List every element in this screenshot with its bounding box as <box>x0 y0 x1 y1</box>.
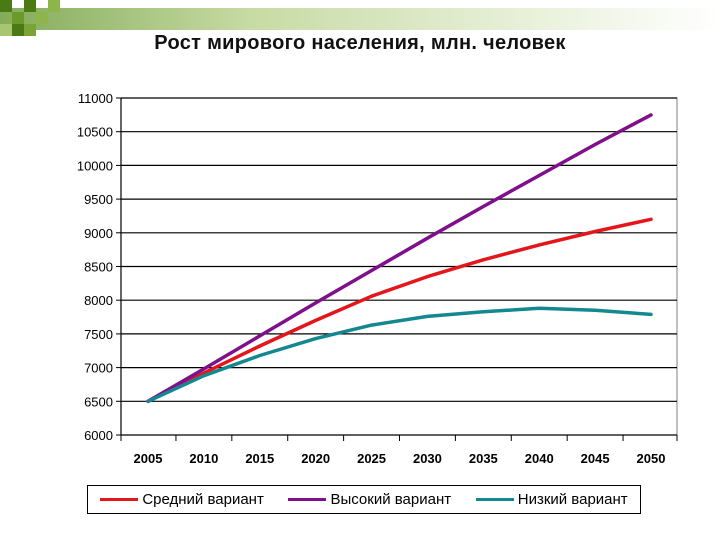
y-tick-label-7500: 7500 <box>84 327 113 342</box>
legend-swatch-medium <box>100 498 139 501</box>
legend-swatch-low <box>475 498 514 501</box>
x-tick-label-2035: 2035 <box>469 451 498 466</box>
x-tick-label-2005: 2005 <box>134 451 163 466</box>
y-tick-label-6500: 6500 <box>84 394 113 409</box>
header-decoration <box>0 0 720 36</box>
chart-title: Рост мирового населения, млн. человек <box>154 32 566 54</box>
x-tick-label-2025: 2025 <box>357 451 386 466</box>
x-tick-label-2040: 2040 <box>525 451 554 466</box>
legend-label-high: Высокий вариант <box>330 491 452 508</box>
x-tick-label-2015: 2015 <box>245 451 274 466</box>
y-tick-label-9000: 9000 <box>84 226 113 241</box>
series-line-0 <box>146 217 653 404</box>
y-tick-label-8000: 8000 <box>84 293 113 308</box>
y-tick-label-8500: 8500 <box>84 260 113 275</box>
series-line-2 <box>146 306 653 404</box>
legend: Средний вариант Высокий вариант Низкий в… <box>87 485 641 514</box>
y-tick-label-7000: 7000 <box>84 361 113 376</box>
y-tick-label-6000: 6000 <box>84 428 113 443</box>
x-tick-label-2020: 2020 <box>301 451 330 466</box>
series-line-1 <box>146 113 653 404</box>
x-tick-label-2045: 2045 <box>581 451 610 466</box>
legend-item-high: Высокий вариант <box>288 491 451 508</box>
legend-swatch-high <box>288 498 327 501</box>
legend-item-medium: Средний вариант <box>100 491 264 508</box>
legend-item-low: Низкий вариант <box>475 491 628 508</box>
x-tick-label-2050: 2050 <box>637 451 666 466</box>
x-tick-label-2010: 2010 <box>189 451 218 466</box>
y-tick-label-9500: 9500 <box>84 192 113 207</box>
x-tick-label-2030: 2030 <box>413 451 442 466</box>
y-tick-label-10000: 10000 <box>77 158 113 173</box>
legend-label-low: Низкий вариант <box>517 491 628 508</box>
y-tick-label-11000: 11000 <box>78 91 113 106</box>
y-tick-label-10500: 10500 <box>77 125 113 140</box>
legend-label-medium: Средний вариант <box>142 491 264 508</box>
